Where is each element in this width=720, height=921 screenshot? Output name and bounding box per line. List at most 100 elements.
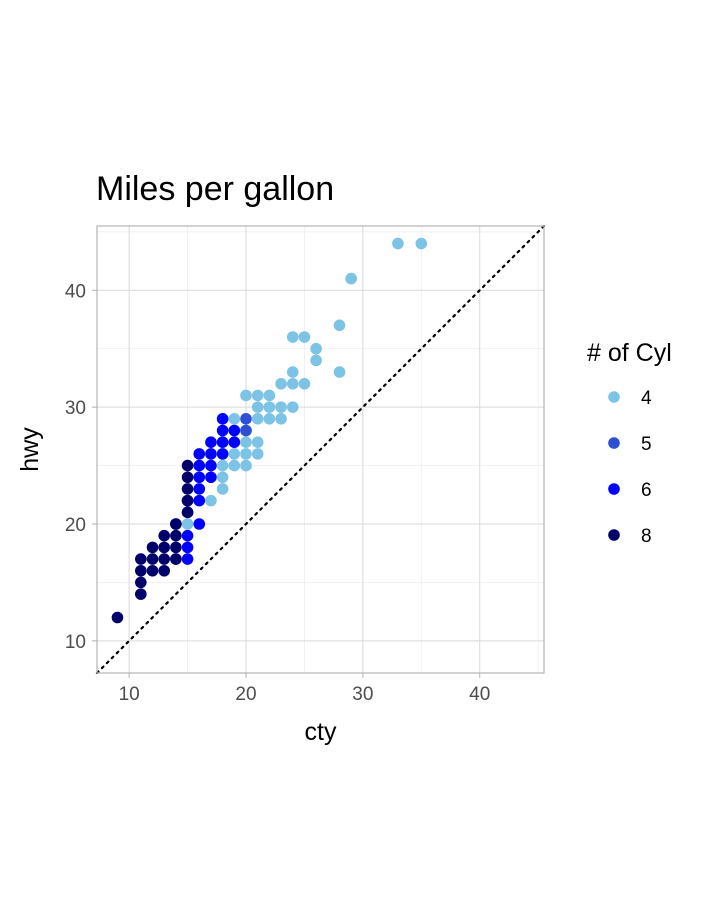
legend-label-cyl-4: 4 [641,388,652,409]
data-point-cyl-4 [263,401,276,413]
data-point-cyl-4 [228,448,241,460]
data-point-cyl-6 [228,436,241,448]
reference-line-y-equals-x [95,224,546,675]
data-point-cyl-4 [228,459,241,472]
legend-entries: 4 5 6 8 [608,388,652,547]
data-point-cyl-4 [263,389,276,402]
data-point-cyl-8 [170,518,182,530]
data-point-cyl-4 [216,459,229,472]
data-point-cyl-4 [333,319,346,332]
minor-gridlines [97,226,544,673]
data-point-cyl-5 [240,424,252,437]
data-point-cyl-8 [181,494,194,507]
legend-label-cyl-8: 8 [641,526,652,547]
data-point-cyl-4 [310,354,322,367]
data-point-cyl-8 [135,564,147,577]
x-tick-label: 20 [235,684,256,705]
x-tick-label: 10 [119,684,140,705]
data-point-cyl-8 [146,553,159,565]
data-point-cyl-6 [193,518,206,530]
y-axis-title: hwy [16,427,44,472]
data-point-cyl-4 [392,237,404,250]
data-point-cyl-4 [286,366,299,378]
legend-key-cyl-6 [608,483,620,495]
data-point-cyl-8 [170,541,182,554]
data-point-cyl-6 [228,424,241,437]
data-point-cyl-4 [275,377,287,390]
data-point-cyl-4 [286,331,299,343]
data-point-cyl-6 [216,448,229,460]
legend-key-cyl-5 [608,437,620,449]
y-tick-label: 10 [65,632,86,653]
data-point-cyl-4 [298,377,311,390]
legend-title: # of Cyl [587,339,672,367]
data-point-cyl-4 [251,413,264,425]
data-point-cyl-4 [333,366,346,378]
data-point-cyl-6 [193,448,206,460]
data-point-cyl-4 [286,377,299,390]
data-point-cyl-8 [146,541,159,554]
data-point-cyl-4 [216,471,229,484]
data-point-cyl-6 [216,413,229,425]
data-point-cyl-8 [135,553,147,565]
data-point-cyl-4 [240,389,252,402]
data-point-cyl-8 [158,529,170,542]
data-point-cyl-8 [181,506,194,519]
data-point-cyl-6 [216,436,229,448]
data-point-cyl-6 [205,459,217,472]
data-point-cyl-4 [263,413,276,425]
data-point-cyl-8 [158,541,170,554]
data-point-cyl-6 [205,448,217,460]
data-point-cyl-4 [240,448,252,460]
data-point-cyl-8 [135,576,147,589]
y-tick-label: 30 [65,398,86,419]
data-point-cyl-4 [298,331,311,343]
x-tick-label: 40 [469,684,490,705]
data-point-cyl-6 [205,471,217,484]
data-point-cyl-8 [170,553,182,565]
data-point-cyl-4 [228,413,241,425]
data-point-cyl-4 [181,518,194,530]
data-point-cyl-4 [275,413,287,425]
data-point-cyl-8 [146,564,159,577]
data-point-cyl-4 [251,401,264,413]
data-point-cyl-4 [205,494,217,507]
reference-line-layer [95,224,546,675]
x-axis-title: cty [305,718,337,746]
data-point-cyl-4 [310,342,322,355]
data-points [111,237,428,624]
x-tick-label: 30 [352,684,373,705]
data-point-cyl-6 [193,459,206,472]
plot-panel-border [96,225,545,674]
axis-ticks: 10 20 30 40 10 20 30 40 [65,281,490,705]
y-tick-label: 40 [65,281,86,302]
data-point-cyl-8 [170,529,182,542]
data-point-cyl-4 [251,436,264,448]
data-point-cyl-8 [181,471,194,484]
data-point-cyl-8 [181,483,194,495]
legend-label-cyl-5: 5 [641,434,652,455]
legend: # of Cyl 4 5 6 8 [587,339,672,547]
data-point-cyl-6 [181,553,194,565]
data-point-cyl-8 [111,611,124,624]
data-point-cyl-4 [275,401,287,413]
legend-key-cyl-8 [608,529,620,541]
data-point-cyl-4 [415,237,428,250]
data-point-cyl-5 [240,413,252,425]
data-point-cyl-8 [158,564,170,577]
data-point-cyl-4 [240,459,252,472]
data-point-cyl-4 [240,436,252,448]
data-point-cyl-4 [251,448,264,460]
y-tick-label: 20 [65,515,86,536]
data-point-cyl-6 [216,424,229,437]
data-point-cyl-6 [205,436,217,448]
data-point-cyl-4 [216,483,229,495]
data-point-cyl-8 [135,588,147,600]
chart-title: Miles per gallon [96,170,334,208]
data-point-cyl-8 [158,553,170,565]
data-point-cyl-6 [193,483,206,495]
legend-key-cyl-4 [608,391,620,403]
legend-label-cyl-6: 6 [641,480,652,501]
data-point-cyl-4 [286,401,299,413]
